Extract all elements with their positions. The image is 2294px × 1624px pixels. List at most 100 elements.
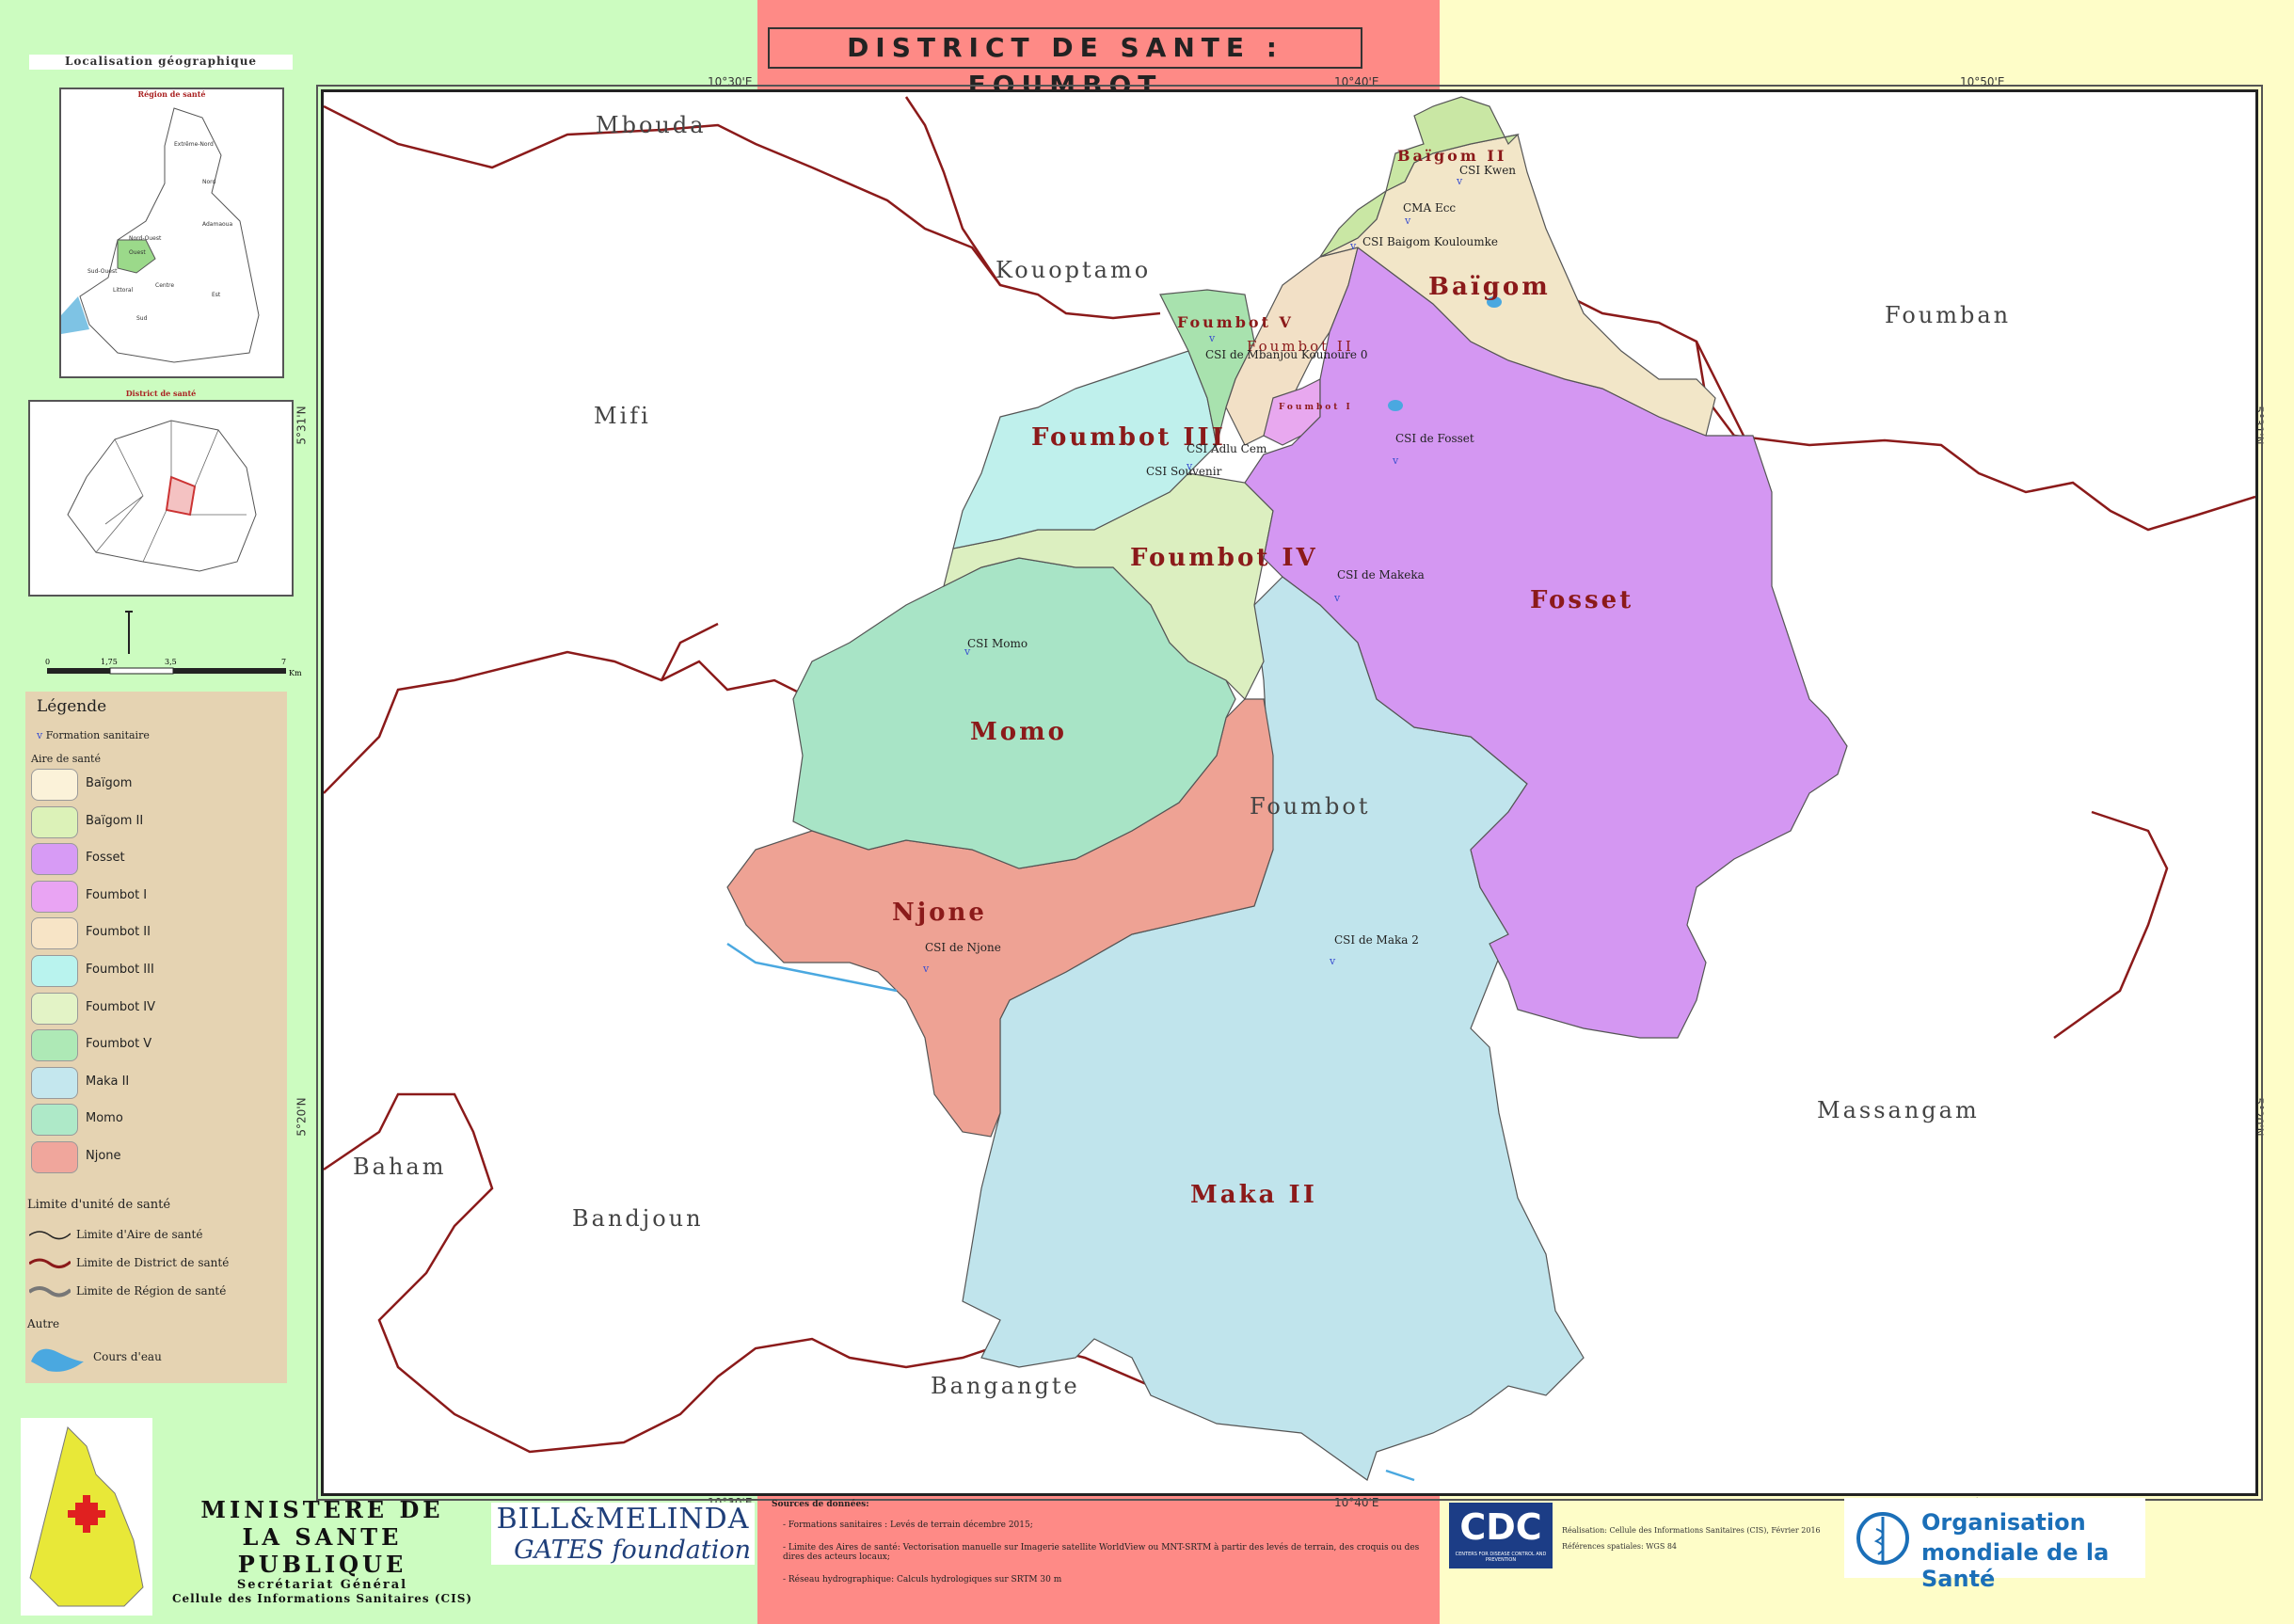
- coord-left-2: 5°20'N: [295, 1097, 309, 1137]
- legend-swatch: [31, 917, 78, 950]
- map-title: DISTRICT DE SANTE : FOUMBOT: [768, 27, 1362, 101]
- legend-area-foumbot-i: Foumbot I: [31, 880, 276, 913]
- legend-water: Cours d'eau: [29, 1343, 283, 1372]
- neighbor-label-bangangte: Bangangte: [931, 1373, 1080, 1399]
- legend-other-heading: Autre: [27, 1317, 60, 1330]
- coord-bottom-2: 10°40'E: [1334, 1496, 1379, 1509]
- legend-swatch-label: Momo: [86, 1111, 123, 1126]
- svg-text:7: 7: [281, 658, 286, 666]
- facility-label-cma-ecc: CMA Ecc: [1403, 201, 1456, 215]
- legend-swatch: [31, 1141, 78, 1173]
- cameroon-regions-map: Adamaoua Centre Est Extrême-Nord Littora…: [61, 107, 260, 363]
- north-arrow-icon: [125, 611, 133, 654]
- neighbor-label-baham: Baham: [353, 1154, 446, 1180]
- ouest-region-highlight: [117, 239, 156, 274]
- svg-text:Sud: Sud: [136, 315, 148, 322]
- legend-swatch-label: Foumbot II: [86, 925, 151, 940]
- area-label-foumbot4: Foumbot IV: [1130, 544, 1318, 572]
- cdc-logo: CDC CENTERS FOR DISEASE CONTROL AND PREV…: [1449, 1503, 1553, 1568]
- facility-marker-icon: v: [1349, 240, 1357, 252]
- neighbor-label-massangam: Massangam: [1817, 1097, 1980, 1123]
- area-label-foumbot2: Foumbot II: [1247, 338, 1354, 355]
- legend-swatch-label: Fosset: [86, 851, 125, 866]
- svg-text:Littoral: Littoral: [113, 287, 134, 294]
- district-inset-label: District de santé: [125, 389, 197, 398]
- neighbor-label-kouoptamo: Kouoptamo: [996, 257, 1151, 283]
- legend-area-heading: Aire de santé: [31, 753, 101, 765]
- legend-swatch: [31, 880, 78, 913]
- legend-swatch-label: Baïgom: [86, 776, 133, 790]
- legend-area-njone: Njone: [31, 1141, 276, 1173]
- legend-swatch: [31, 1104, 78, 1137]
- area-label-foumbot5: Foumbot V: [1177, 313, 1294, 331]
- legend-swatch: [31, 992, 78, 1025]
- legend-swatch-label: Njone: [86, 1149, 121, 1163]
- legend-area-foumbot-ii: Foumbot II: [31, 917, 276, 950]
- facility-label-csi-fosset: CSI de Fosset: [1395, 432, 1474, 445]
- legend-area-foumbot-iii: Foumbot III: [31, 955, 276, 987]
- legend-swatch-label: Foumbot III: [86, 963, 154, 977]
- district-inset-map[interactable]: District de santé: [28, 389, 294, 597]
- legend-swatch-label: Foumbot V: [86, 1037, 152, 1052]
- legend-swatch-label: Baïgom II: [86, 813, 144, 828]
- svg-text:1,75: 1,75: [101, 658, 118, 666]
- data-sources: Sources de données: - Formations sanitai…: [772, 1500, 1420, 1584]
- legend-swatch-label: Foumbot IV: [86, 999, 156, 1014]
- area-foumbot3: [952, 350, 1218, 549]
- legend-facility-label: Formation sanitaire: [45, 729, 150, 741]
- area-baigom2: [1318, 96, 1520, 259]
- area-label-maka2: Maka II: [1190, 1181, 1317, 1209]
- inset-title: Localisation géographique: [29, 55, 293, 70]
- svg-text:0: 0: [45, 658, 50, 666]
- region-districts-map: [67, 420, 257, 572]
- svg-text:Est: Est: [212, 292, 221, 298]
- neighbor-label-mbouda: Mbouda: [596, 112, 707, 138]
- legend-panel: Légende v Formation sanitaire Aire de sa…: [25, 692, 287, 1383]
- legend-swatch: [31, 955, 78, 987]
- legend-area-maka-ii: Maka II: [31, 1066, 276, 1099]
- region-inset-map[interactable]: Région de santé Adamaoua Centre Est Extr…: [59, 88, 284, 378]
- facility-markers: v v v v v v v v v v: [922, 175, 1463, 975]
- facility-label-csi-mbanjou: CSI de Mbanjou Kounoure 0: [1205, 348, 1367, 361]
- area-label-njone: Njone: [892, 899, 987, 927]
- legend-swatch: [31, 1029, 78, 1062]
- gates-foundation-logo: BILL&MELINDA GATES foundation: [491, 1503, 755, 1565]
- health-areas: [726, 96, 1848, 1481]
- neighbor-label-foumban: Foumban: [1885, 302, 2011, 328]
- credits: Réalisation: Cellule des Informations Sa…: [1562, 1526, 1821, 1551]
- facility-marker-icon: v: [1208, 332, 1216, 344]
- svg-text:Km: Km: [289, 669, 302, 677]
- coord-top-1: 10°30'E: [708, 75, 753, 88]
- area-label-foumbot1: Foumbot I: [1279, 403, 1353, 412]
- map-frame[interactable]: Mbouda Kouoptamo Foumban Mifi Massangam …: [316, 85, 2263, 1501]
- legend-swatch: [31, 1066, 78, 1099]
- svg-text:Adamaoua: Adamaoua: [202, 221, 232, 228]
- legend-swatch: [31, 769, 78, 801]
- who-emblem-icon: [1856, 1512, 1909, 1565]
- legend-area-foumbot-iv: Foumbot IV: [31, 992, 276, 1025]
- area-maka2: [962, 576, 1585, 1481]
- facility-label-csi-adlu: CSI Adlu Cem: [1187, 442, 1267, 455]
- ministry-name: MINISTERE DE LA SANTE PUBLIQUE Secrétari…: [171, 1496, 473, 1605]
- who-logo: Organisation mondiale de la Santé: [1844, 1498, 2145, 1592]
- facility-label-csi-njone: CSI de Njone: [925, 941, 1001, 954]
- legend-limits-heading: Limite d'unité de santé: [27, 1198, 171, 1212]
- coord-left-1: 5°31'N: [295, 406, 309, 445]
- legend-area-ba-gom-ii: Baïgom II: [31, 805, 276, 838]
- svg-text:Nord: Nord: [202, 179, 216, 185]
- svg-text:Ouest: Ouest: [129, 249, 146, 256]
- facility-marker-icon: v: [964, 645, 971, 658]
- legend-limit-area: Limite d'Aire de santé: [28, 1226, 283, 1245]
- scale-bar: 0 1,75 3,5 7 Km: [45, 611, 302, 677]
- lake-baigom: [1487, 296, 1502, 308]
- lake-fosset: [1388, 400, 1403, 411]
- legend-area-fosset: Fosset: [31, 843, 276, 876]
- facility-marker-icon: v: [1404, 215, 1411, 227]
- svg-text:Extrême-Nord: Extrême-Nord: [174, 141, 214, 148]
- legend-area-momo: Momo: [31, 1104, 276, 1137]
- legend-area-foumbot-v: Foumbot V: [31, 1029, 276, 1062]
- facility-marker-icon: v: [1329, 955, 1336, 967]
- rivers: [726, 942, 1415, 1482]
- area-label-fosset: Fosset: [1530, 586, 1633, 614]
- district-map[interactable]: Mbouda Kouoptamo Foumban Mifi Massangam …: [324, 92, 2255, 1493]
